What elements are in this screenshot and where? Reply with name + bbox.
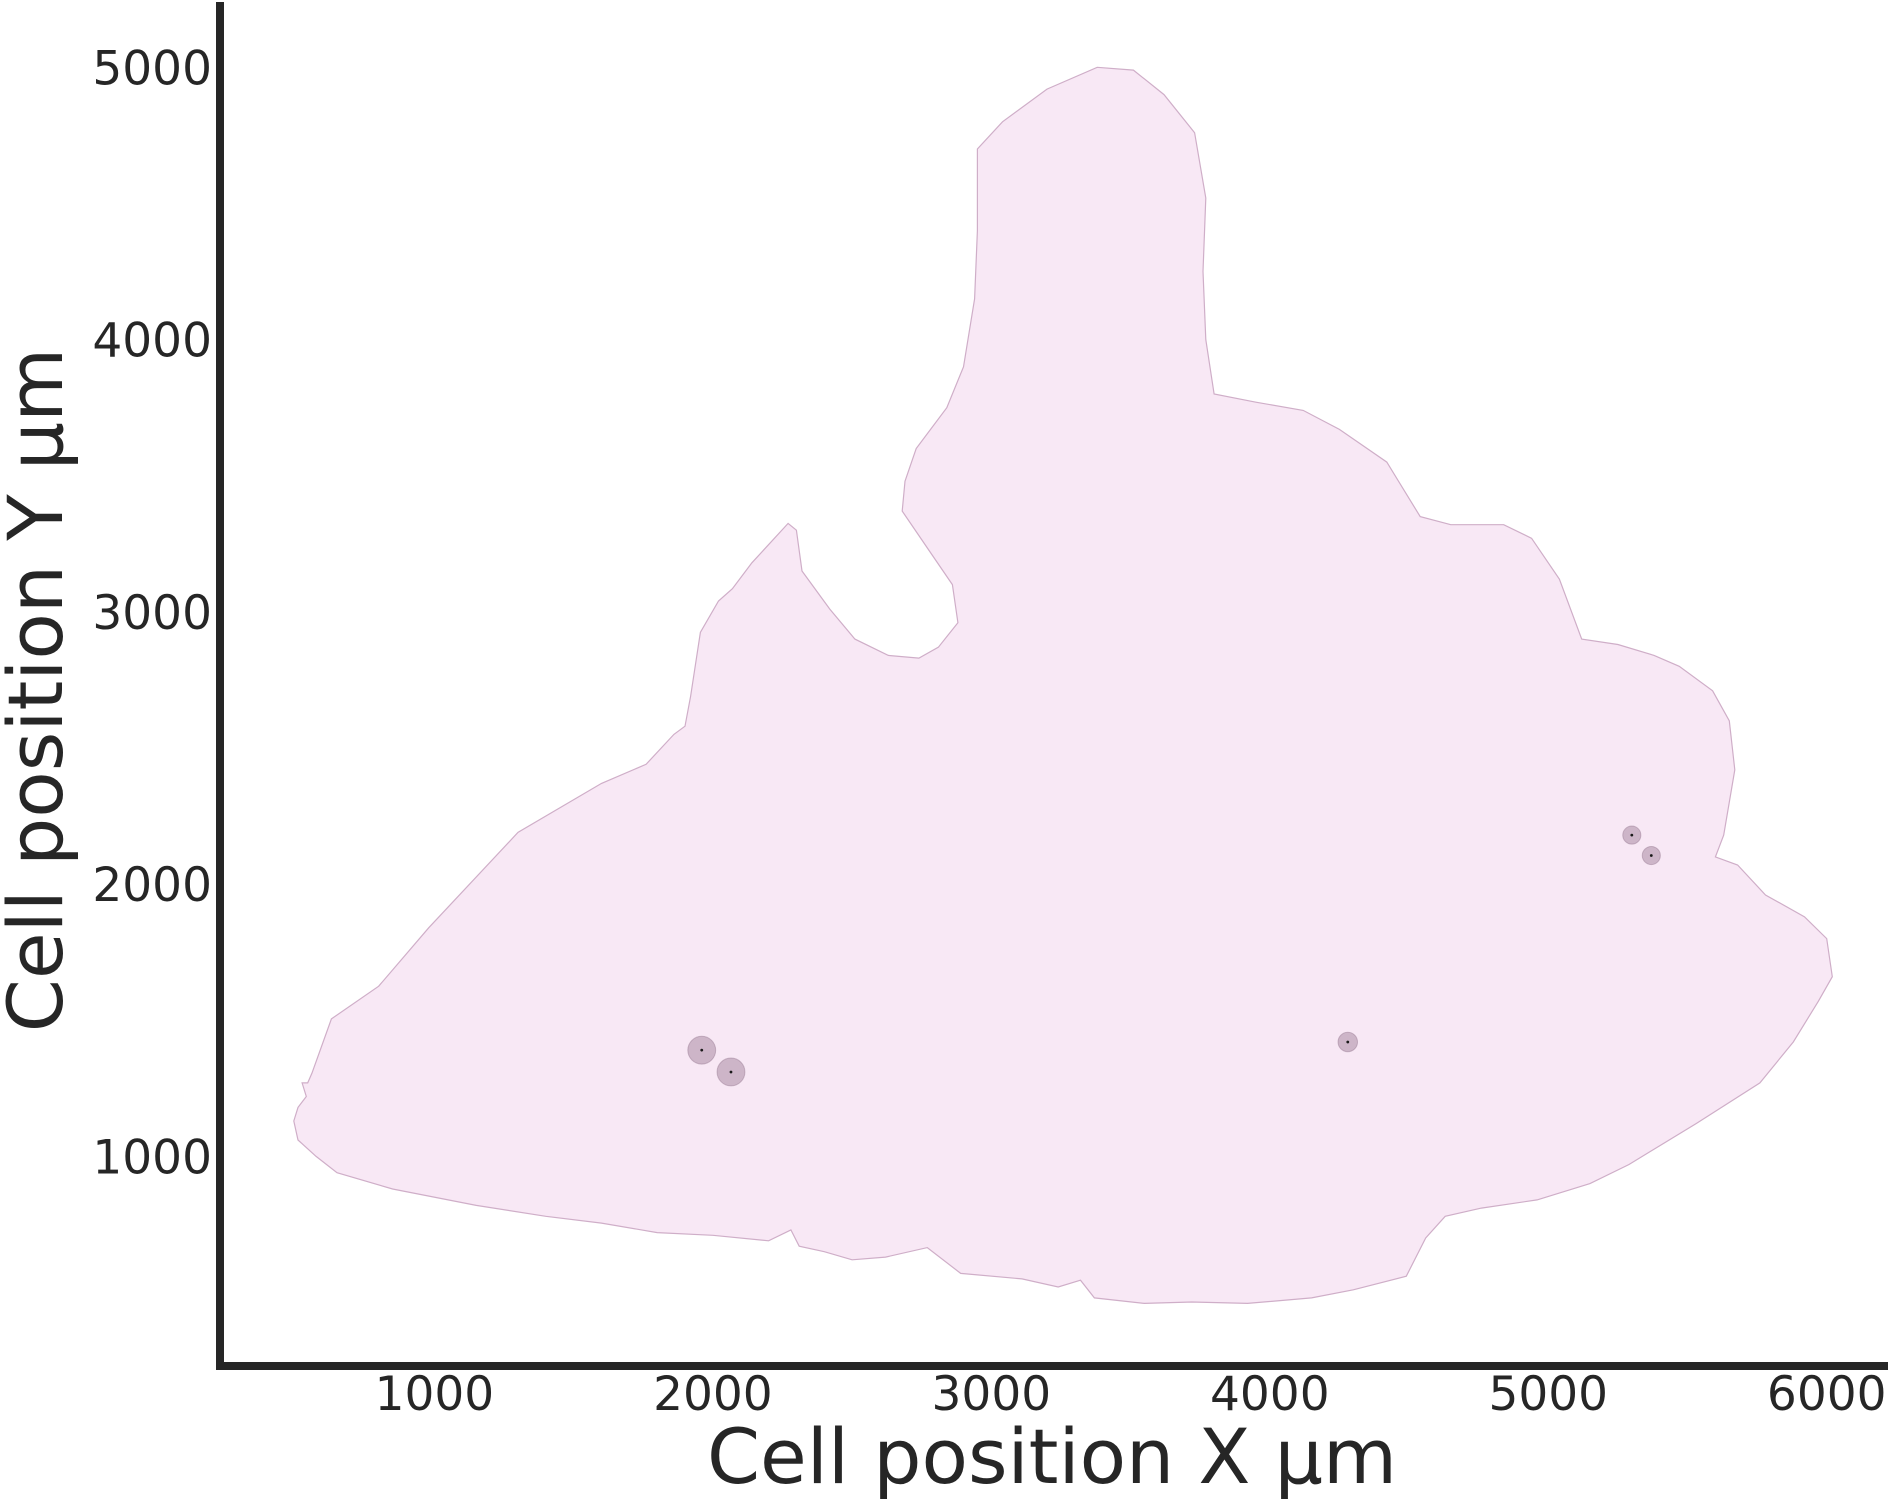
cell-point xyxy=(716,1057,746,1087)
cell-point xyxy=(1622,825,1642,845)
x-tick-label: 1000 xyxy=(375,1367,495,1422)
y-tick-labels: 1000 2000 3000 4000 5000 xyxy=(92,41,212,1185)
cell-center-dot xyxy=(1346,1040,1350,1044)
cell-point xyxy=(1641,845,1661,866)
tissue-region xyxy=(293,66,1833,1305)
x-tick-label: 6000 xyxy=(1767,1367,1887,1422)
cell-center-dot xyxy=(1630,833,1634,837)
y-tick-label: 2000 xyxy=(92,858,212,913)
plot-area xyxy=(293,66,1833,1305)
y-tick-label: 4000 xyxy=(92,314,212,369)
x-tick-label: 5000 xyxy=(1488,1367,1608,1422)
cell-point xyxy=(687,1035,717,1065)
cell-center-dot xyxy=(700,1048,704,1052)
x-tick-label: 4000 xyxy=(1210,1367,1330,1422)
y-tick-label: 1000 xyxy=(92,1130,212,1185)
x-tick-label: 3000 xyxy=(932,1367,1052,1422)
cell-point xyxy=(1337,1031,1359,1053)
cell-center-dot xyxy=(729,1070,733,1074)
y-tick-label: 3000 xyxy=(92,586,212,641)
x-tick-label: 2000 xyxy=(653,1367,773,1422)
y-axis-label: Cell position Y µm xyxy=(0,348,80,1032)
axes xyxy=(216,2,1888,1370)
y-tick-label: 5000 xyxy=(92,41,212,96)
cell-center-dot xyxy=(1649,854,1653,857)
x-axis-label: Cell position X µm xyxy=(707,1412,1397,1501)
x-tick-labels: 1000 2000 3000 4000 5000 6000 xyxy=(375,1367,1887,1422)
